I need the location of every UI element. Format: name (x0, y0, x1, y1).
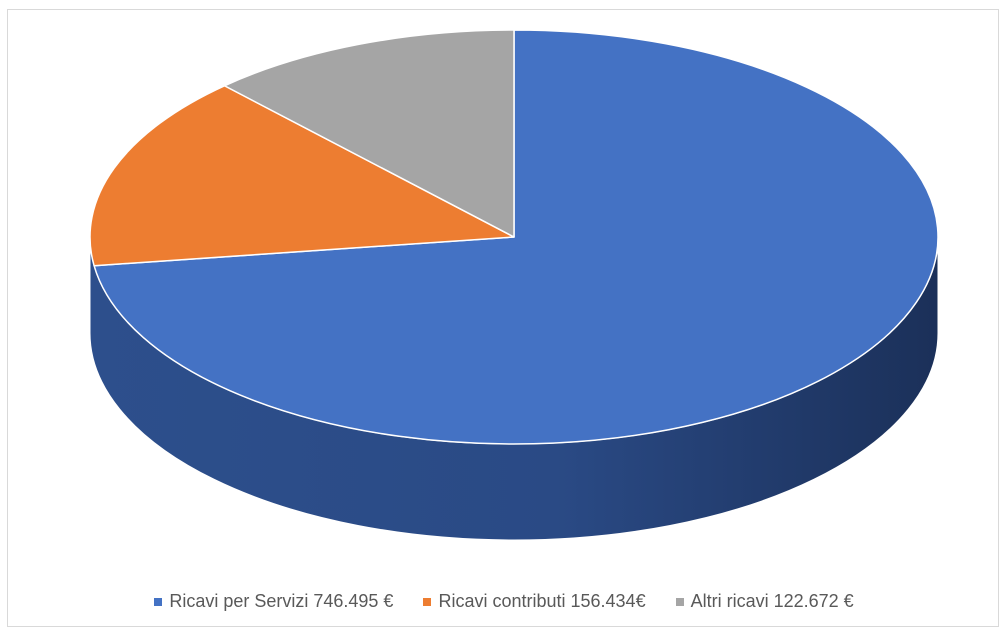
legend-label: Ricavi per Servizi 746.495 € (169, 591, 393, 612)
legend: Ricavi per Servizi 746.495 € Ricavi contr… (0, 591, 1008, 612)
legend-item: Altri ricavi 122.672 € (676, 591, 854, 612)
pie-chart (0, 0, 1008, 560)
legend-item: Ricavi contributi 156.434€ (423, 591, 645, 612)
legend-label: Ricavi contributi 156.434€ (438, 591, 645, 612)
legend-swatch (423, 598, 431, 606)
legend-label: Altri ricavi 122.672 € (691, 591, 854, 612)
legend-item: Ricavi per Servizi 746.495 € (154, 591, 393, 612)
legend-swatch (676, 598, 684, 606)
legend-swatch (154, 598, 162, 606)
